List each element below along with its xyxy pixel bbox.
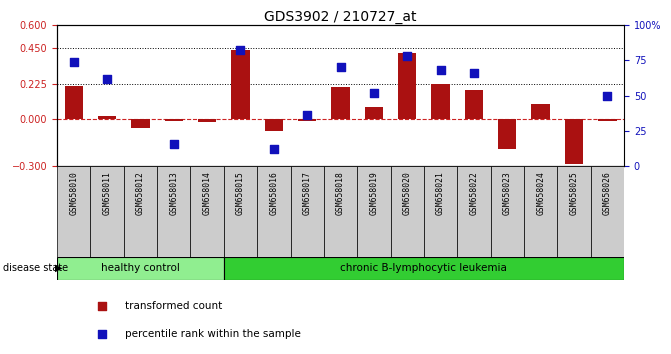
Bar bbox=[398, 53, 417, 119]
Text: GSM658019: GSM658019 bbox=[369, 171, 378, 215]
Bar bbox=[391, 166, 424, 257]
Text: GSM658018: GSM658018 bbox=[336, 171, 345, 215]
Bar bbox=[64, 86, 83, 119]
Text: percentile rank within the sample: percentile rank within the sample bbox=[125, 329, 301, 339]
Bar bbox=[424, 166, 457, 257]
Text: GSM658010: GSM658010 bbox=[69, 171, 79, 215]
Bar bbox=[132, 119, 150, 128]
Text: GSM658014: GSM658014 bbox=[203, 171, 211, 215]
Text: GSM658011: GSM658011 bbox=[103, 171, 111, 215]
Point bbox=[102, 76, 113, 81]
Bar bbox=[590, 166, 624, 257]
Text: GSM658025: GSM658025 bbox=[570, 171, 578, 215]
Bar bbox=[123, 166, 157, 257]
Bar bbox=[164, 119, 183, 121]
Text: transformed count: transformed count bbox=[125, 301, 222, 311]
Bar bbox=[231, 50, 250, 119]
Bar bbox=[224, 166, 257, 257]
Bar bbox=[98, 116, 116, 119]
Text: GSM658021: GSM658021 bbox=[436, 171, 445, 215]
Bar bbox=[57, 257, 224, 280]
Point bbox=[235, 47, 246, 53]
Bar bbox=[457, 166, 491, 257]
Bar bbox=[357, 166, 391, 257]
Bar bbox=[598, 119, 617, 121]
Bar bbox=[531, 104, 550, 119]
Text: GSM658017: GSM658017 bbox=[303, 171, 312, 215]
Bar bbox=[331, 87, 350, 119]
Bar bbox=[498, 119, 517, 149]
Bar bbox=[264, 119, 283, 131]
Text: GSM658016: GSM658016 bbox=[269, 171, 278, 215]
Text: GSM658020: GSM658020 bbox=[403, 171, 412, 215]
Text: GSM658015: GSM658015 bbox=[236, 171, 245, 215]
Point bbox=[435, 67, 446, 73]
Text: disease state: disease state bbox=[3, 263, 68, 273]
Point bbox=[97, 331, 108, 337]
Point bbox=[302, 113, 313, 118]
Point bbox=[168, 141, 179, 147]
Text: GSM658026: GSM658026 bbox=[603, 171, 612, 215]
Text: GSM658023: GSM658023 bbox=[503, 171, 512, 215]
Text: healthy control: healthy control bbox=[101, 263, 180, 273]
Bar bbox=[157, 166, 191, 257]
Bar bbox=[191, 166, 224, 257]
Bar bbox=[558, 166, 590, 257]
Text: ▶: ▶ bbox=[55, 263, 62, 273]
Point bbox=[97, 303, 108, 308]
Bar bbox=[291, 166, 324, 257]
Text: chronic B-lymphocytic leukemia: chronic B-lymphocytic leukemia bbox=[340, 263, 507, 273]
Point bbox=[468, 70, 479, 76]
Bar bbox=[491, 166, 524, 257]
Title: GDS3902 / 210727_at: GDS3902 / 210727_at bbox=[264, 10, 417, 24]
Text: GSM658022: GSM658022 bbox=[470, 171, 478, 215]
Point bbox=[402, 53, 413, 59]
Bar bbox=[91, 166, 123, 257]
Point bbox=[336, 64, 346, 70]
Text: GSM658012: GSM658012 bbox=[136, 171, 145, 215]
Bar bbox=[224, 257, 624, 280]
Point bbox=[602, 93, 613, 98]
Bar bbox=[524, 166, 558, 257]
Bar bbox=[465, 90, 483, 119]
Point bbox=[68, 59, 79, 64]
Point bbox=[368, 90, 379, 96]
Bar bbox=[324, 166, 357, 257]
Bar bbox=[365, 107, 383, 119]
Bar bbox=[198, 119, 216, 122]
Bar bbox=[431, 84, 450, 119]
Bar bbox=[257, 166, 291, 257]
Bar bbox=[298, 119, 316, 121]
Text: GSM658024: GSM658024 bbox=[536, 171, 545, 215]
Bar bbox=[565, 119, 583, 164]
Point bbox=[268, 147, 279, 152]
Bar bbox=[57, 166, 91, 257]
Text: GSM658013: GSM658013 bbox=[169, 171, 178, 215]
